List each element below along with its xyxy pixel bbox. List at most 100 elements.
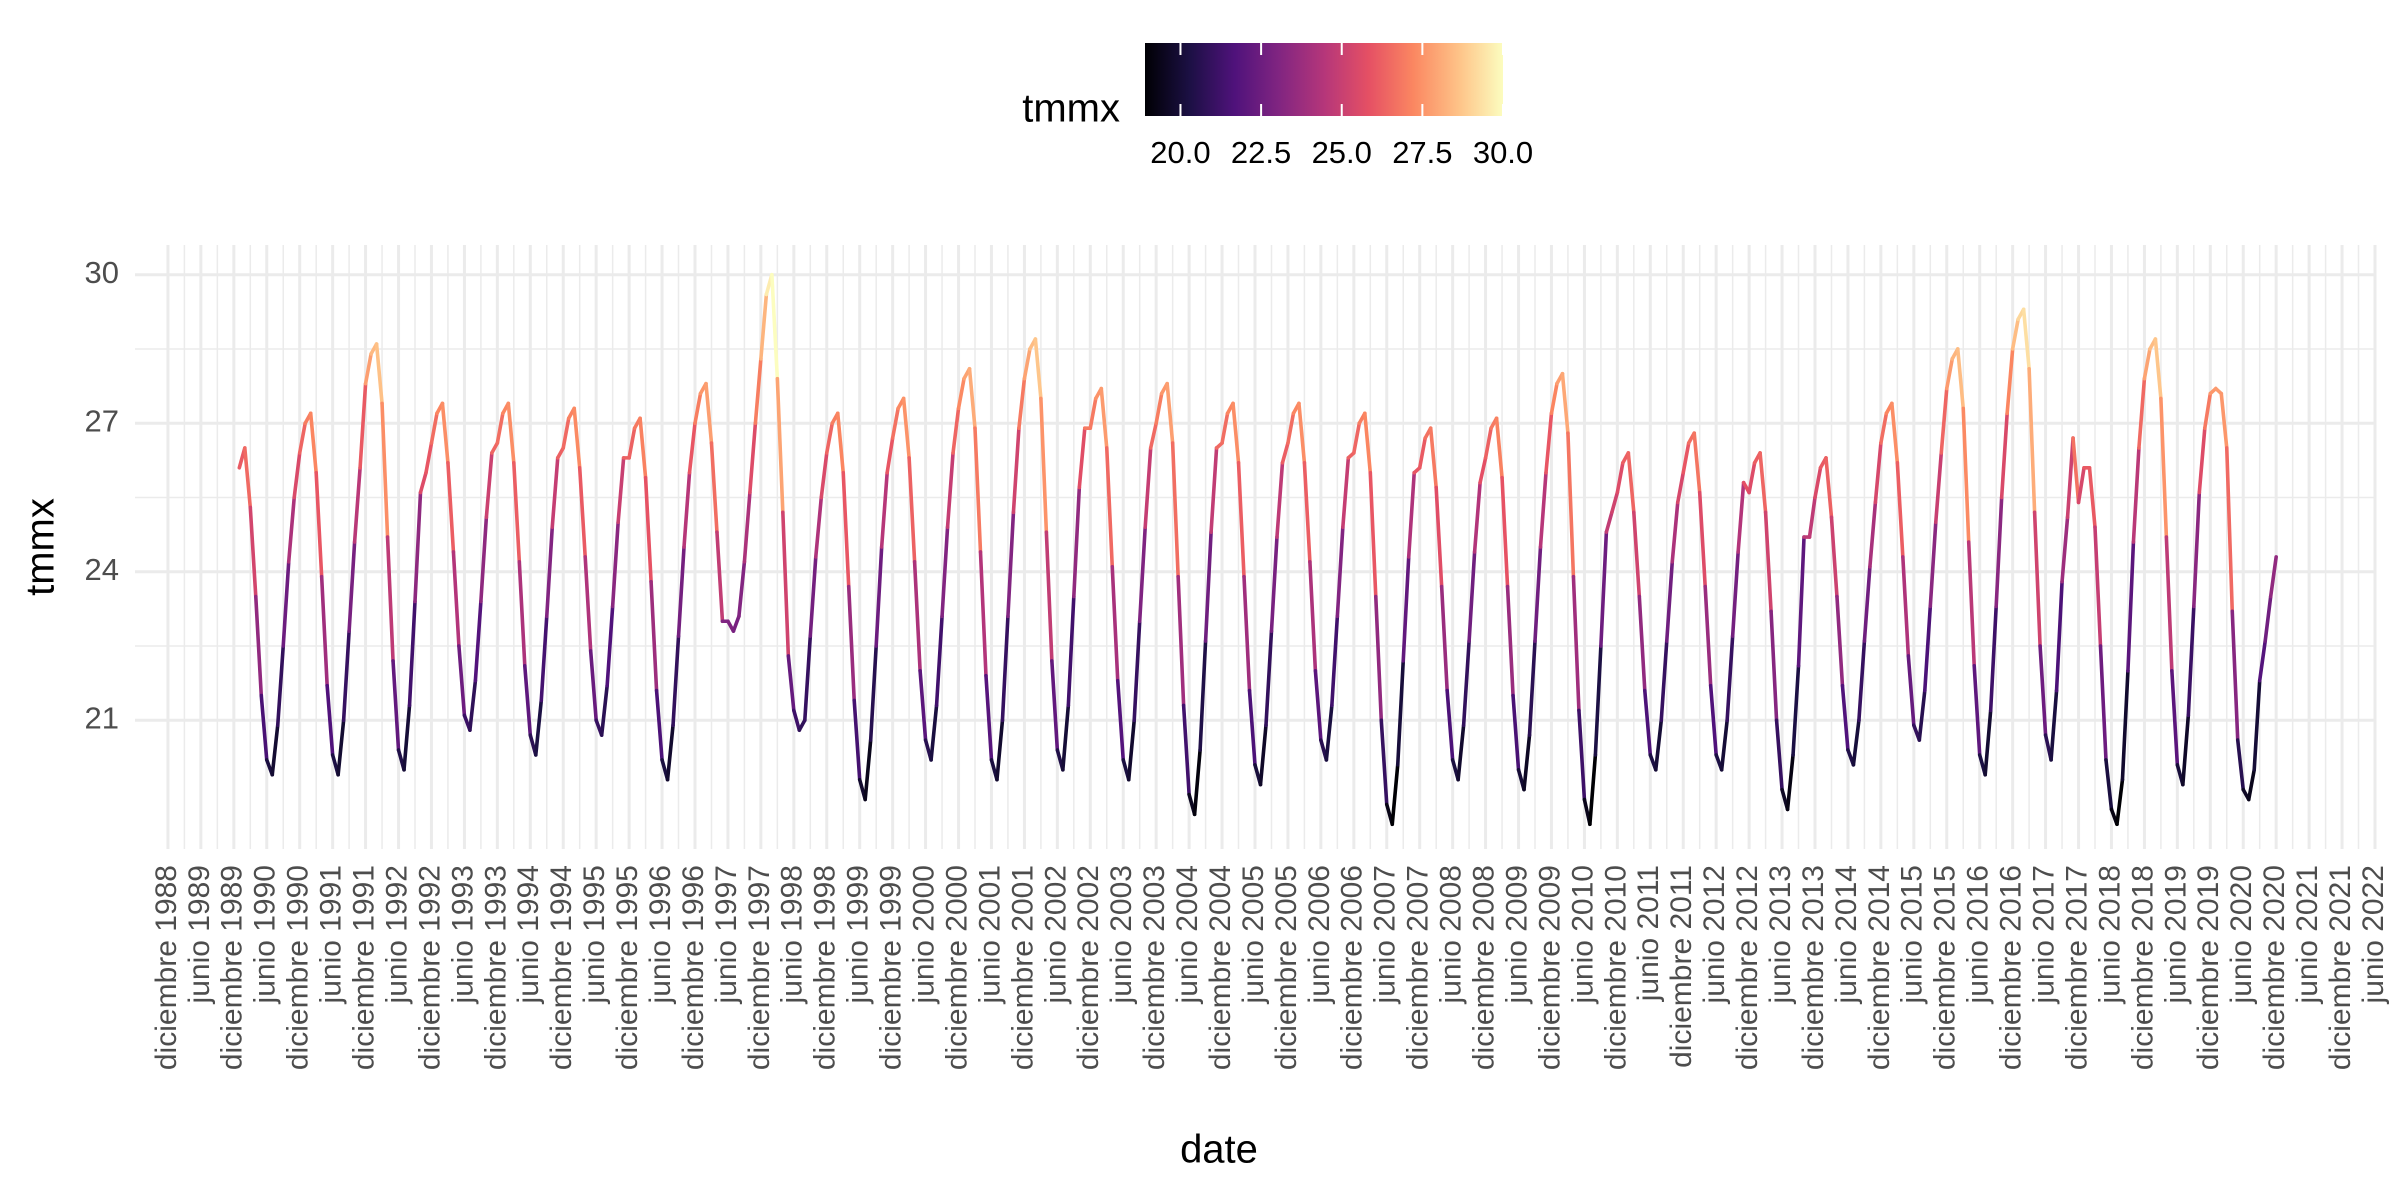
x-tick-label: junio 2000 (908, 865, 941, 1004)
line-segment (616, 456, 626, 525)
line-segment (1500, 475, 1510, 589)
line-segment (1137, 525, 1147, 624)
line-segment (1813, 465, 1823, 500)
line-segment (402, 703, 412, 772)
line-segment (451, 550, 461, 648)
line-segment (709, 441, 719, 534)
line-segment (1428, 426, 1438, 490)
line-segment (1923, 604, 1933, 693)
line-segment (1681, 441, 1691, 475)
line-segment (1148, 421, 1158, 450)
y-tick-label: 24 (85, 552, 119, 587)
x-tick-label: junio 1999 (842, 865, 875, 1004)
x-tick-label: diciembre 2011 (1665, 865, 1698, 1068)
line-segment (2076, 465, 2086, 505)
x-tick-label: junio 2005 (1237, 865, 1270, 1004)
line-segment (1066, 594, 1076, 708)
line-segment (2203, 391, 2213, 430)
line-segment (1341, 456, 1351, 529)
line-segment (1840, 683, 1850, 752)
line-segment (781, 510, 791, 658)
line-segment (874, 545, 884, 648)
line-segment (1988, 604, 1998, 713)
line-segment (1906, 654, 1916, 728)
line-segment (440, 401, 450, 465)
line-segment (1395, 659, 1406, 767)
x-tick-label: diciembre 2008 (1468, 865, 1501, 1070)
line-segment (1472, 480, 1482, 554)
line-segment (1126, 718, 1137, 782)
line-segment (1983, 708, 1993, 777)
line-segment (841, 470, 851, 589)
line-segment (1280, 441, 1290, 465)
line-segment (1862, 565, 1872, 643)
x-tick-label: junio 2009 (1500, 865, 1533, 1004)
line-segment (1588, 753, 1598, 827)
line-segment (2038, 644, 2048, 737)
legend-tick-label: 25.0 (1312, 135, 1372, 170)
line-segment (1697, 490, 1707, 589)
line-segment (2181, 713, 2191, 787)
x-tick-label: diciembre 1992 (413, 865, 446, 1070)
line-segment (2235, 738, 2246, 792)
data-line (237, 272, 2278, 827)
line-segment (1143, 446, 1153, 529)
x-tick-label: diciembre 2006 (1336, 865, 1369, 1070)
line-segment (1209, 446, 1219, 534)
line-segment (819, 451, 829, 500)
line-segment (1653, 718, 1664, 772)
line-segment (1560, 371, 1570, 435)
line-segment (1297, 401, 1307, 465)
line-segment (2263, 594, 2273, 643)
line-segment (1747, 461, 1757, 495)
line-segment (731, 614, 741, 633)
line-segment (1445, 688, 1455, 762)
line-segment (1379, 718, 1389, 807)
x-tick-label: junio 2022 (2357, 865, 2390, 1004)
line-segment (1544, 411, 1554, 475)
line-segment (1538, 470, 1548, 549)
y-tick-label: 21 (85, 700, 119, 735)
x-tick-label: diciembre 1993 (479, 865, 512, 1070)
line-segment (934, 614, 944, 708)
line-segment (341, 629, 351, 723)
legend-tick-label: 20.0 (1150, 135, 1210, 170)
line-segment (610, 520, 620, 609)
line-segment (1933, 451, 1944, 525)
line-segment (918, 668, 928, 742)
x-tick-label: diciembre 2004 (1204, 865, 1237, 1070)
line-segment (308, 411, 318, 475)
line-segment (1236, 461, 1246, 579)
line-segment (885, 436, 895, 475)
line-segment (2093, 525, 2103, 648)
line-segment (1198, 639, 1208, 752)
line-segment (1154, 391, 1164, 426)
line-segment (1461, 639, 1471, 728)
line-segment (995, 718, 1005, 782)
x-axis-title: date (1180, 1128, 1258, 1172)
line-segment (1511, 693, 1521, 772)
line-segment (418, 470, 428, 495)
x-tick-label: junio 1996 (644, 865, 677, 1004)
line-segment (901, 396, 911, 460)
line-segment (2065, 436, 2075, 520)
line-segment (852, 698, 862, 782)
line-segment (1879, 411, 1889, 445)
line-segment (2142, 347, 2152, 381)
line-segment (1928, 520, 1938, 609)
x-tick-label: diciembre 2010 (1599, 865, 1632, 1070)
line-segment (1895, 461, 1905, 559)
line-segment (748, 421, 758, 495)
line-segment (1264, 629, 1274, 728)
line-segment (2230, 609, 2240, 742)
line-segment (940, 525, 950, 619)
x-tick-label: junio 2015 (1896, 865, 1929, 1004)
x-tick-label: diciembre 2016 (1995, 865, 2028, 1070)
line-segment (446, 461, 456, 554)
line-segment (1868, 500, 1878, 569)
line-segment (1719, 718, 1729, 772)
line-segment (1994, 495, 2004, 609)
line-segment (1961, 406, 1971, 544)
line-segment (2027, 366, 2037, 515)
line-segment (1549, 381, 1559, 416)
